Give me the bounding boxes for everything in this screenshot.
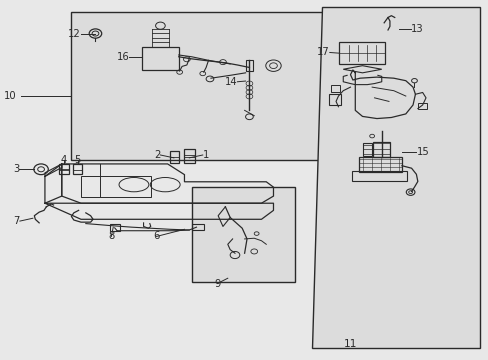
Text: 2: 2 — [154, 150, 160, 160]
Text: 8: 8 — [108, 231, 114, 242]
Bar — [71, 12, 343, 160]
Bar — [81, 176, 150, 197]
Text: 17: 17 — [316, 48, 329, 58]
Bar — [372, 143, 389, 157]
Bar — [73, 163, 82, 174]
Bar — [191, 187, 295, 282]
Text: 15: 15 — [416, 147, 428, 157]
Polygon shape — [311, 7, 479, 348]
Bar — [184, 149, 195, 163]
Bar — [417, 103, 427, 109]
Bar — [358, 157, 401, 172]
Text: 5: 5 — [74, 156, 81, 165]
Text: 7: 7 — [14, 216, 20, 226]
Text: 14: 14 — [224, 77, 237, 87]
Bar — [245, 60, 253, 71]
Text: 10: 10 — [3, 91, 16, 101]
Text: 16: 16 — [116, 52, 129, 62]
Bar — [328, 94, 340, 105]
Text: 4: 4 — [61, 156, 67, 165]
Bar — [191, 224, 203, 230]
Text: 11: 11 — [343, 339, 357, 348]
Text: 13: 13 — [410, 24, 423, 34]
Bar — [59, 163, 69, 174]
Bar — [363, 143, 371, 157]
Text: 9: 9 — [214, 279, 220, 289]
Bar — [170, 152, 178, 163]
Bar — [330, 85, 339, 93]
Text: 3: 3 — [13, 164, 20, 174]
Text: 6: 6 — [153, 231, 160, 242]
Text: 1: 1 — [203, 150, 209, 160]
Bar — [351, 171, 407, 181]
Text: 12: 12 — [68, 28, 81, 39]
Bar — [142, 47, 178, 70]
Bar — [339, 42, 385, 64]
Bar — [110, 224, 119, 231]
